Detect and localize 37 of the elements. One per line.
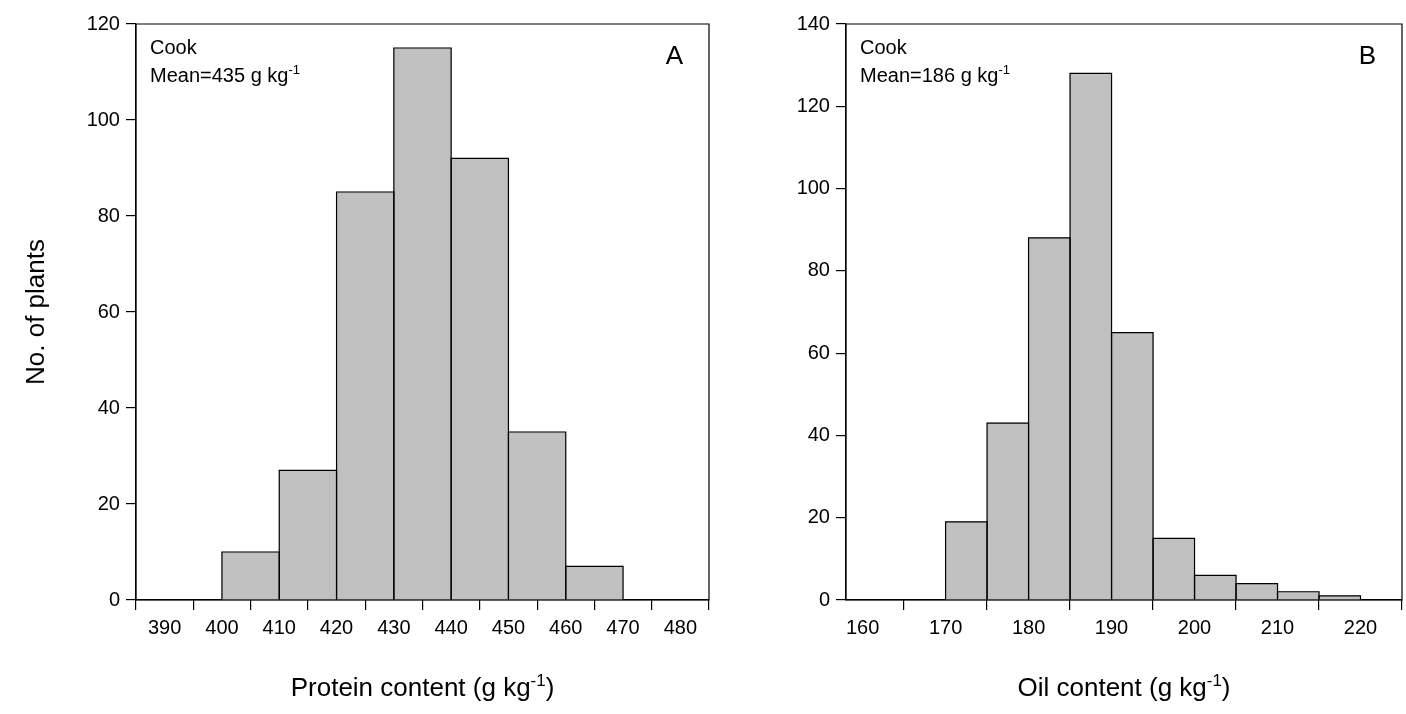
- y-tick-label: 80: [807, 258, 830, 281]
- y-tick-label: 80: [97, 203, 120, 226]
- y-tick-label: 40: [807, 422, 830, 445]
- x-tick-label: 190: [1094, 615, 1129, 638]
- y-tick-label: 60: [97, 299, 120, 322]
- y-tick-label: 140: [796, 11, 830, 34]
- y-tick-label: 40: [97, 395, 120, 418]
- y-tick-label: 100: [796, 176, 830, 199]
- x-tick-label: 180: [1011, 615, 1046, 638]
- x-tick-label: 440: [434, 615, 468, 638]
- x-tick-label: 430: [377, 615, 411, 638]
- y-tick-label: 60: [807, 340, 830, 363]
- y-axis-title: No. of plants: [20, 239, 50, 385]
- y-tick-label: 120: [86, 11, 120, 34]
- x-tick-label: 420: [319, 615, 354, 638]
- y-tick-label: 20: [97, 491, 120, 514]
- x-tick-label: 160: [845, 615, 880, 638]
- annotation: A: [665, 40, 684, 70]
- y-tick-label: 100: [86, 107, 120, 130]
- x-tick-label: 170: [928, 615, 963, 638]
- x-tick-label: 200: [1177, 615, 1212, 638]
- x-tick-label: 410: [262, 615, 296, 638]
- annotation: B: [1358, 40, 1376, 70]
- y-tick-label: 20: [807, 505, 830, 528]
- y-tick-label: 0: [818, 587, 830, 610]
- x-tick-label: 460: [549, 615, 583, 638]
- x-tick-label: 400: [205, 615, 239, 638]
- x-tick-label: 220: [1343, 615, 1378, 638]
- x-tick-label: 480: [663, 615, 698, 638]
- x-tick-label: 470: [606, 615, 640, 638]
- x-tick-label: 210: [1260, 615, 1295, 638]
- annotation: Cook: [860, 36, 908, 58]
- y-tick-label: 120: [796, 93, 830, 116]
- x-tick-label: 390: [147, 615, 182, 638]
- x-tick-label: 450: [491, 615, 526, 638]
- annotation: Cook: [150, 36, 198, 58]
- y-tick-label: 0: [108, 587, 120, 610]
